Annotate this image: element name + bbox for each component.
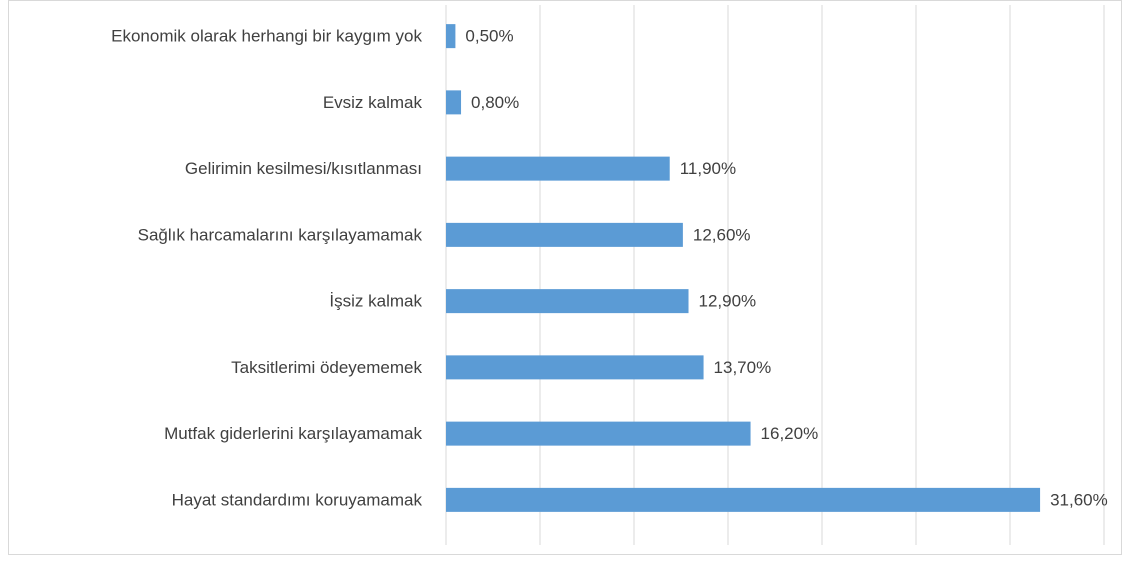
bar [446, 222, 683, 247]
chart-border [8, 0, 1122, 555]
y-tick-label: Sağlık harcamalarını karşılayamamak [138, 225, 423, 244]
bar [446, 421, 751, 446]
y-tick-label: Mutfak giderlerini karşılayamamak [164, 424, 422, 443]
y-tick-label: Ekonomik olarak herhangi bir kaygım yok [111, 27, 422, 46]
data-label: 12,60% [693, 225, 751, 244]
bar [446, 90, 462, 115]
data-label: 16,20% [761, 424, 819, 443]
data-label: 31,60% [1050, 490, 1108, 509]
y-tick-label: Taksitlerimi ödeyememek [231, 358, 422, 377]
y-tick-label: Hayat standardımı koruyamamak [172, 490, 423, 509]
bar [446, 156, 670, 181]
data-label: 13,70% [714, 358, 772, 377]
data-label: 0,80% [471, 93, 519, 112]
y-tick-label: İşsiz kalmak [329, 292, 422, 311]
bar [446, 24, 456, 49]
bar [446, 487, 1041, 512]
bar [446, 355, 704, 380]
data-label: 0,50% [465, 27, 513, 46]
bar [446, 289, 689, 314]
data-label: 12,90% [699, 292, 757, 311]
y-tick-label: Gelirimin kesilmesi/kısıtlanması [185, 159, 422, 178]
data-label: 11,90% [680, 159, 736, 178]
y-tick-label: Evsiz kalmak [323, 93, 423, 112]
